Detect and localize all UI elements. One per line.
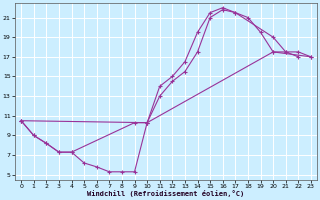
X-axis label: Windchill (Refroidissement éolien,°C): Windchill (Refroidissement éolien,°C): [87, 190, 245, 197]
